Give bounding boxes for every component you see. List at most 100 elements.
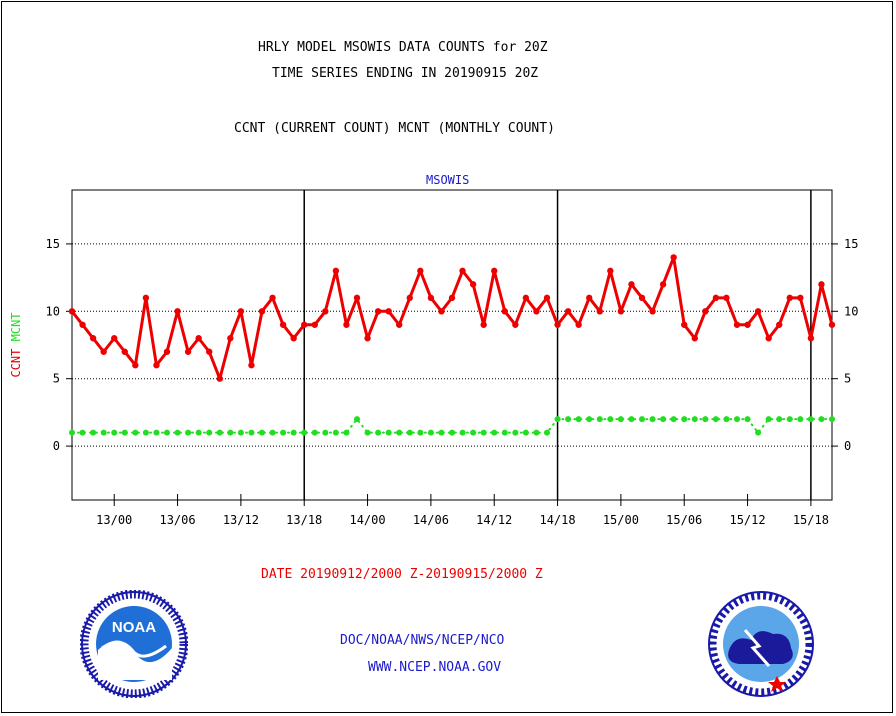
point-ccnt — [469, 281, 477, 288]
point-ccnt — [512, 321, 519, 328]
point-mcnt — [586, 416, 593, 423]
point-ccnt — [607, 267, 614, 275]
point-ccnt — [227, 335, 234, 342]
point-mcnt — [132, 429, 139, 436]
org-text: DOC/NOAA/NWS/NCEP/NCO — [340, 633, 505, 648]
y-tick-label-left: 10 — [46, 304, 60, 318]
point-mcnt — [438, 429, 445, 436]
point-ccnt — [533, 308, 540, 315]
point-mcnt — [649, 416, 656, 423]
point-ccnt — [776, 321, 783, 328]
x-tick-label: 15/18 — [793, 513, 829, 527]
x-tick-label: 15/06 — [666, 513, 702, 527]
point-mcnt — [491, 429, 498, 436]
x-tick-label: 13/00 — [96, 513, 132, 527]
point-ccnt — [206, 348, 213, 355]
point-ccnt — [491, 267, 498, 275]
point-ccnt — [100, 348, 107, 355]
point-mcnt — [565, 416, 572, 423]
point-mcnt — [164, 429, 170, 436]
point-mcnt — [417, 429, 424, 436]
point-ccnt — [364, 335, 371, 342]
point-mcnt — [734, 416, 740, 423]
point-mcnt — [290, 429, 297, 436]
point-ccnt — [174, 308, 181, 315]
point-ccnt — [237, 308, 245, 315]
point-ccnt — [564, 308, 572, 315]
point-mcnt — [501, 429, 508, 436]
point-ccnt — [754, 308, 762, 315]
point-mcnt — [660, 416, 667, 423]
point-ccnt — [343, 321, 350, 328]
point-ccnt — [332, 267, 340, 275]
point-ccnt — [691, 335, 698, 342]
x-tick-label: 13/06 — [159, 513, 195, 527]
point-ccnt — [723, 294, 730, 302]
point-mcnt — [227, 429, 234, 436]
chart-title: MSOWIS — [426, 173, 470, 187]
point-mcnt — [470, 429, 477, 436]
point-mcnt — [322, 429, 329, 436]
point-ccnt — [818, 281, 825, 288]
point-ccnt — [153, 362, 160, 369]
point-ccnt — [89, 335, 97, 342]
point-mcnt — [829, 416, 835, 423]
x-tick-label: 14/06 — [413, 513, 449, 527]
x-tick-label: 15/12 — [729, 513, 765, 527]
point-mcnt — [765, 416, 772, 423]
point-ccnt — [68, 308, 76, 315]
y-tick-label-left: 5 — [53, 372, 60, 386]
point-ccnt — [406, 294, 413, 302]
point-ccnt — [586, 294, 593, 302]
point-mcnt — [375, 429, 382, 436]
point-mcnt — [522, 429, 529, 436]
y-axis-label-ccnt: CCNT — [9, 349, 23, 378]
point-mcnt — [776, 416, 783, 423]
point-ccnt — [617, 308, 625, 315]
point-mcnt — [617, 416, 624, 423]
point-ccnt — [385, 308, 392, 315]
y-tick-label-right: 0 — [844, 439, 851, 453]
point-mcnt — [554, 416, 561, 423]
point-ccnt — [681, 321, 688, 328]
point-ccnt — [649, 308, 656, 315]
y-tick-label-right: 15 — [844, 237, 858, 251]
y-tick-label-left: 0 — [53, 439, 60, 453]
point-mcnt — [607, 416, 614, 423]
point-mcnt — [449, 429, 455, 436]
x-tick-label: 15/00 — [603, 513, 639, 527]
point-ccnt — [79, 321, 86, 328]
point-mcnt — [364, 429, 371, 436]
point-mcnt — [79, 429, 86, 436]
point-ccnt — [797, 294, 804, 302]
point-mcnt — [691, 416, 698, 423]
point-ccnt — [417, 267, 424, 275]
plot-area — [71, 189, 833, 501]
point-mcnt — [269, 429, 276, 436]
y-tick-label-right: 10 — [844, 304, 858, 318]
noaa-logo-text: NOAA — [112, 619, 156, 636]
legend-text: CCNT (CURRENT COUNT) MCNT (MONTHLY COUNT… — [234, 121, 555, 136]
point-mcnt — [797, 416, 804, 423]
point-mcnt — [185, 429, 192, 436]
noaa-logo: NOAA — [80, 590, 188, 698]
point-mcnt — [332, 429, 339, 436]
point-mcnt — [406, 429, 413, 436]
point-ccnt — [374, 308, 382, 315]
point-ccnt — [596, 308, 603, 315]
point-ccnt — [448, 294, 456, 302]
point-ccnt — [702, 308, 709, 315]
point-mcnt — [480, 429, 487, 436]
point-mcnt — [575, 416, 582, 423]
point-mcnt — [280, 429, 287, 436]
point-mcnt — [670, 416, 677, 423]
y-tick-label-right: 5 — [844, 372, 851, 386]
point-mcnt — [69, 429, 75, 436]
point-mcnt — [354, 416, 360, 423]
x-tick-label: 13/12 — [223, 513, 259, 527]
point-mcnt — [195, 429, 202, 436]
point-mcnt — [459, 429, 466, 436]
point-ccnt — [132, 362, 139, 369]
